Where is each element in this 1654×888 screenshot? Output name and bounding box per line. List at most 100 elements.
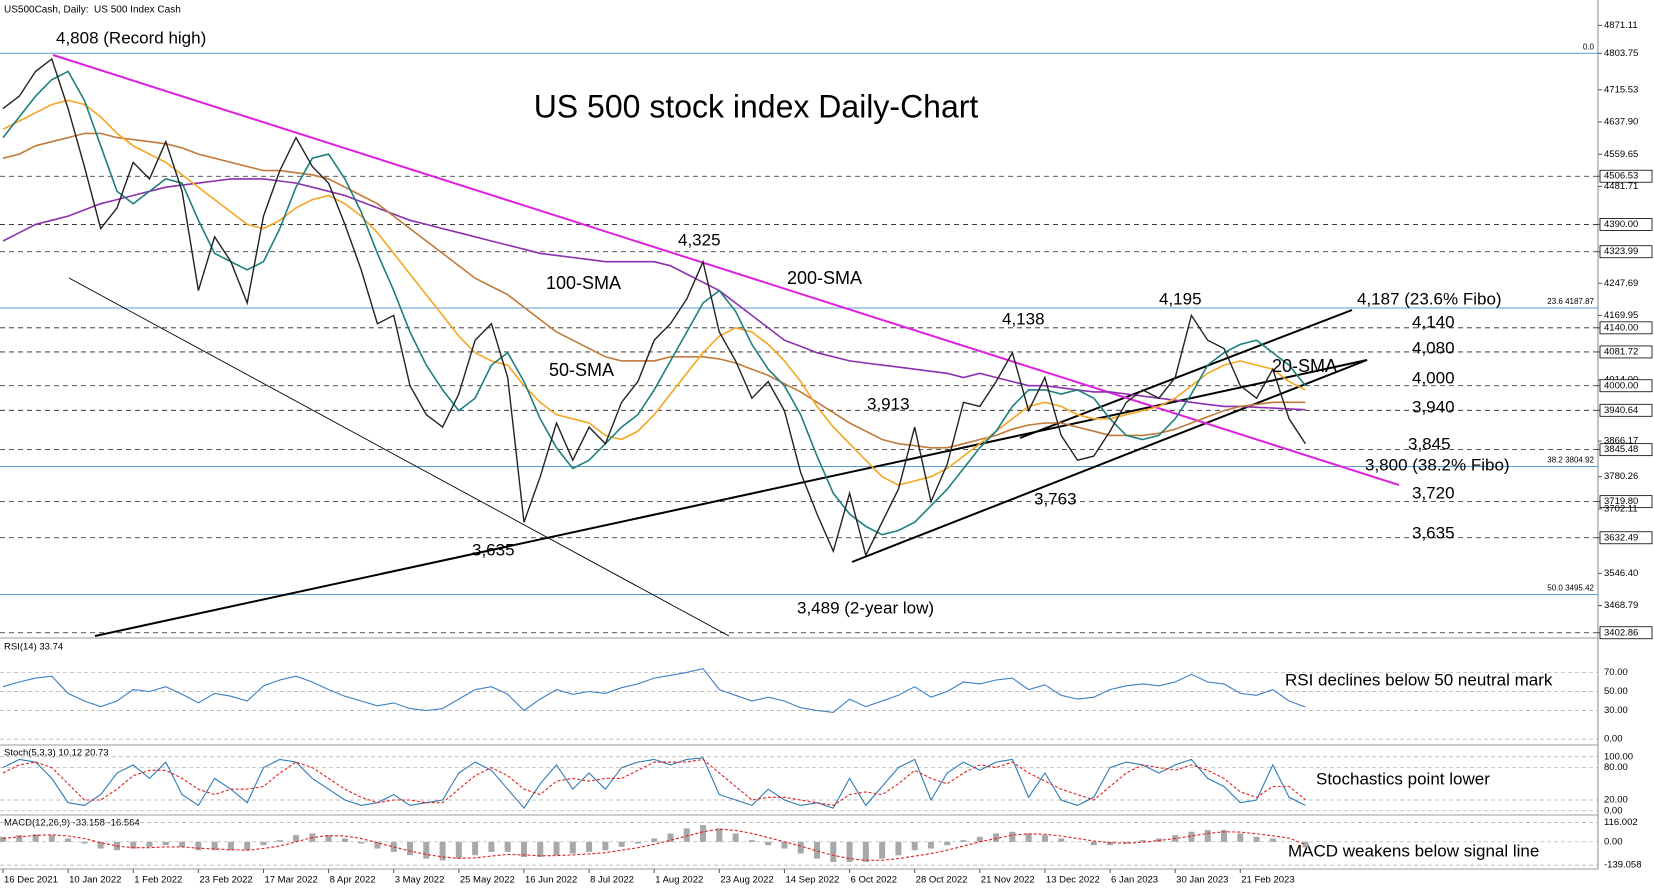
annotation: 4,808 (Record high) — [56, 28, 206, 47]
annotation: 3,800 (38.2% Fibo) — [1365, 455, 1510, 474]
fibo-label: 38.2 3804.92 — [1547, 456, 1594, 465]
macd-bar — [390, 841, 397, 852]
macd-bar — [797, 841, 804, 854]
x-tick-label: 21 Nov 2022 — [981, 875, 1035, 886]
panel-title: Stoch(5,3,3) 10.12 20.73 — [4, 748, 109, 759]
y-tick-label: 4803.75 — [1604, 48, 1638, 59]
x-tick-label: 1 Feb 2022 — [134, 875, 182, 886]
trend-line — [52, 54, 1400, 486]
indicator-line — [2, 828, 1306, 861]
macd-bar — [976, 836, 983, 842]
macd-bar — [537, 841, 544, 857]
macd-bar — [130, 841, 137, 849]
macd-bar — [423, 841, 430, 859]
x-tick-label: 6 Oct 2022 — [851, 875, 897, 886]
sma-line — [2, 178, 1306, 411]
x-tick-label: 30 Jan 2023 — [1176, 875, 1228, 886]
macd-bar — [179, 841, 186, 847]
macd-bar — [1090, 841, 1097, 846]
trend-line — [1019, 309, 1353, 439]
macd-bar — [944, 841, 951, 846]
macd-bar — [439, 841, 446, 861]
y-tick-label: 4247.69 — [1604, 278, 1638, 289]
y-tick-label: 3845.48 — [1604, 444, 1638, 455]
tick-box — [1599, 531, 1653, 545]
indicator-line — [2, 667, 1306, 713]
macd-bar — [911, 841, 918, 851]
x-tick-label: 16 Dec 2021 — [4, 875, 58, 886]
macd-bar — [293, 835, 300, 842]
macd-bar — [895, 841, 902, 856]
macd-bar — [16, 835, 23, 842]
x-tick-label: 10 Jan 2022 — [69, 875, 121, 886]
y-tick-label: 4637.90 — [1604, 116, 1638, 127]
macd-bar — [81, 841, 88, 844]
macd-bar — [879, 841, 886, 859]
x-tick-label: 28 Oct 2022 — [916, 875, 968, 886]
macd-bar — [1107, 841, 1114, 846]
tick-box — [1599, 345, 1653, 359]
y-tick-label: 0.00 — [1604, 734, 1623, 745]
tick-box — [1599, 321, 1653, 335]
macd-bar — [732, 833, 739, 842]
macd-bar — [195, 841, 202, 851]
panel-note: Stochastics point lower — [1316, 769, 1490, 788]
macd-bar — [341, 838, 348, 842]
y-tick-label: 3702.11 — [1604, 503, 1638, 514]
y-tick-label: 0.00 — [1604, 805, 1623, 816]
macd-bar — [65, 838, 72, 842]
macd-bar — [520, 841, 527, 857]
y-tick-label: 3468.79 — [1604, 600, 1638, 611]
macd-bar — [97, 841, 104, 849]
y-tick-label: 20.00 — [1604, 795, 1628, 806]
annotation: 3,489 (2-year low) — [797, 598, 934, 617]
macd-bar — [276, 840, 283, 842]
annotation: 3,763 — [1034, 489, 1077, 508]
chart-subtitle: US500Cash, Daily: US 500 Index Cash — [4, 5, 181, 16]
sma-line — [2, 99, 1306, 486]
sma-line — [2, 132, 1306, 449]
macd-bar — [651, 838, 658, 842]
y-tick-label: 4871.11 — [1604, 20, 1638, 31]
x-tick-label: 14 Sep 2022 — [785, 875, 839, 886]
macd-bar — [244, 841, 251, 851]
macd-bar — [374, 841, 381, 849]
macd-bar — [781, 841, 788, 849]
macd-bar — [862, 841, 869, 862]
x-tick-label: 23 Feb 2022 — [199, 875, 252, 886]
macd-bar — [1253, 836, 1260, 842]
macd-bar — [569, 841, 576, 854]
y-tick-label: 3402.86 — [1604, 627, 1638, 638]
y-tick-label: 4323.99 — [1604, 246, 1638, 257]
y-tick-label: 4081.72 — [1604, 346, 1638, 357]
macd-bar — [162, 841, 169, 846]
sma-label: 100-SMA — [546, 273, 621, 293]
y-tick-label: 4481.71 — [1604, 181, 1638, 192]
macd-bar — [358, 841, 365, 844]
indicator-line — [2, 757, 1306, 810]
macd-bar — [1041, 835, 1048, 842]
macd-bar — [683, 828, 690, 842]
macd-bar — [1204, 830, 1211, 842]
macd-bar — [1188, 831, 1195, 842]
y-tick-label: 3632.49 — [1604, 532, 1638, 543]
y-tick-label: 4559.65 — [1604, 149, 1638, 160]
x-tick-label: 1 Aug 2022 — [655, 875, 703, 886]
sma-label: 50-SMA — [549, 360, 614, 380]
macd-bar — [1237, 833, 1244, 842]
x-tick-label: 17 Mar 2022 — [264, 875, 317, 886]
macd-bar — [455, 841, 462, 859]
y-tick-label: 4140.00 — [1604, 322, 1638, 333]
macd-bar — [211, 841, 218, 851]
annotation: 4,080 — [1412, 338, 1455, 357]
y-tick-label: 80.00 — [1604, 762, 1628, 773]
panel-note: RSI declines below 50 neutral mark — [1285, 670, 1553, 689]
x-tick-label: 25 May 2022 — [460, 875, 515, 886]
y-tick-label: 4000.00 — [1604, 380, 1638, 391]
macd-bar — [553, 841, 560, 856]
x-tick-label: 21 Feb 2023 — [1241, 875, 1294, 886]
sma-label: 200-SMA — [787, 268, 862, 288]
macd-bar — [814, 841, 820, 859]
panel-title: RSI(14) 33.74 — [4, 642, 63, 653]
annotation: 3,845 — [1408, 434, 1451, 453]
